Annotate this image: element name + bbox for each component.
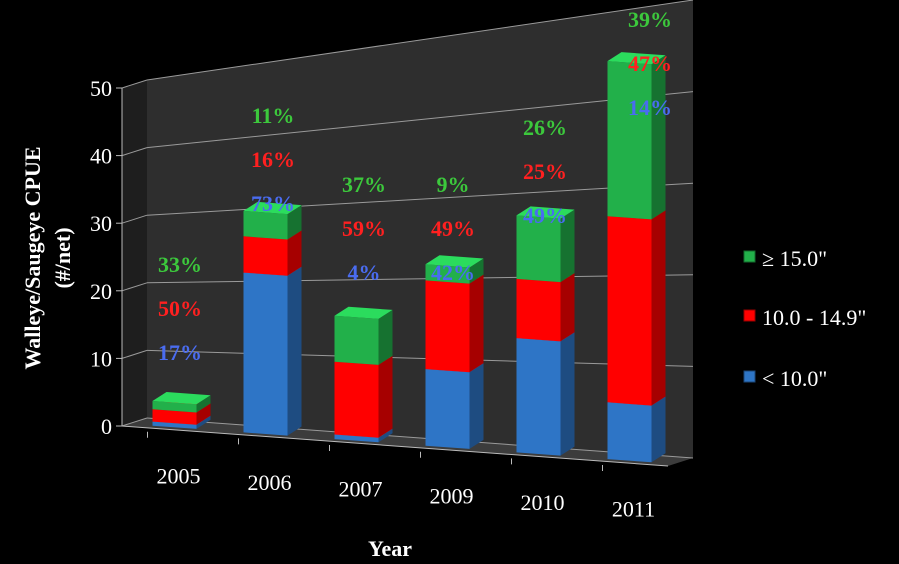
y-tick-label: 30 [90,211,112,236]
bar-segment-front [152,421,197,429]
legend-swatch [743,309,756,322]
x-tick-label: 2005 [157,463,201,488]
bar-segment-front [425,280,470,373]
bar-segment-front [152,401,197,413]
legend-label: < 10.0" [762,366,827,391]
bar-segment-side [651,396,666,463]
data-label: 47% [628,51,672,76]
gridline [146,349,694,367]
legend-swatch [743,250,756,263]
y-tick-label: 0 [101,414,112,439]
bar-segment-top [334,306,393,319]
bar-segment-front [152,409,197,425]
bar-segment-side [469,274,484,373]
bar-segment-side [287,230,302,276]
bar-segment-side [560,273,575,342]
bar-segment-front [516,215,561,283]
data-label: 59% [342,216,386,241]
data-label: 39% [628,7,672,32]
bar-segment-front [607,216,652,406]
data-label: 49% [523,203,567,228]
y-tick-label: 10 [90,346,112,371]
bar-segment-side [560,209,575,283]
y-tick-label: 50 [90,76,112,101]
bar-segment-side [196,415,211,429]
bar-segment-front [243,236,288,276]
bar-segment-front [425,264,470,284]
legend-label: 10.0 - 14.9" [762,305,866,330]
data-label: 4% [348,260,381,285]
bar-segment-side [378,428,393,443]
data-label: 17% [158,340,202,365]
bar-segment-top [152,392,211,405]
bar-segment-side [287,266,302,436]
gridline-side [121,79,148,89]
x-tick-label: 2006 [248,470,292,495]
gridline-side [121,417,148,427]
data-label: 42% [431,260,475,285]
bar-segment-top [425,255,484,268]
data-label: 11% [252,103,295,128]
bar-segment-front [334,315,379,365]
bar-segment-front [243,210,288,240]
y-tick-label: 40 [90,144,112,169]
gridline-side [121,147,148,157]
data-label: 16% [251,147,295,172]
legend-label: ≥ 15.0" [762,246,827,271]
x-axis-title: Year [368,536,412,561]
data-label: 26% [523,115,567,140]
gridline [146,0,694,81]
x-tick-label: 2010 [521,490,565,515]
chart-side-wall [122,80,147,426]
bar-segment-front [607,61,652,220]
gridline [146,91,694,149]
bar-segment-top [243,201,302,215]
data-label: 49% [431,216,475,241]
bar-segment-side [651,210,666,406]
bar-segment-front [607,402,652,463]
gridline-side [121,214,148,224]
x-tick-label: 2007 [339,477,383,502]
data-label: 37% [342,172,386,197]
data-label: 50% [158,296,202,321]
bar-segment-top [516,206,575,219]
bar-segment-front [334,361,379,438]
gridline-side [121,349,148,359]
bar-segment-front [516,278,561,342]
gridline [146,417,694,459]
x-tick-label: 2011 [612,497,655,522]
bar-segment-side [196,395,211,413]
bar-segment-side [378,355,393,438]
y-axis-title: Walleye/Saugeye CPUE [20,146,45,369]
y-axis-title-unit: (#/net) [50,227,75,288]
x-axis-line [121,425,669,467]
legend-swatch [743,370,756,383]
bar-segment-side [469,258,484,284]
bar-segment-side [378,309,393,365]
bar-segment-front [334,434,379,443]
bar-segment-front [516,338,561,456]
bar-segment-side [560,332,575,456]
y-tick-label: 20 [90,279,112,304]
x-tick-label: 2009 [430,483,474,508]
bar-segment-side [287,205,302,240]
bar-segment-side [469,363,484,449]
bar-segment-side [196,403,211,425]
bar-segment-front [425,369,470,449]
data-label: 33% [158,252,202,277]
bar-segment-top [607,52,666,65]
bar-segment-front [243,272,288,436]
data-label: 14% [628,95,672,120]
data-label: 73% [251,191,295,216]
data-label: 9% [437,172,470,197]
gridline-side [121,282,148,292]
bar-segment-side [651,55,666,220]
gridline [146,182,694,216]
gridline [146,274,694,284]
data-label: 25% [523,159,567,184]
